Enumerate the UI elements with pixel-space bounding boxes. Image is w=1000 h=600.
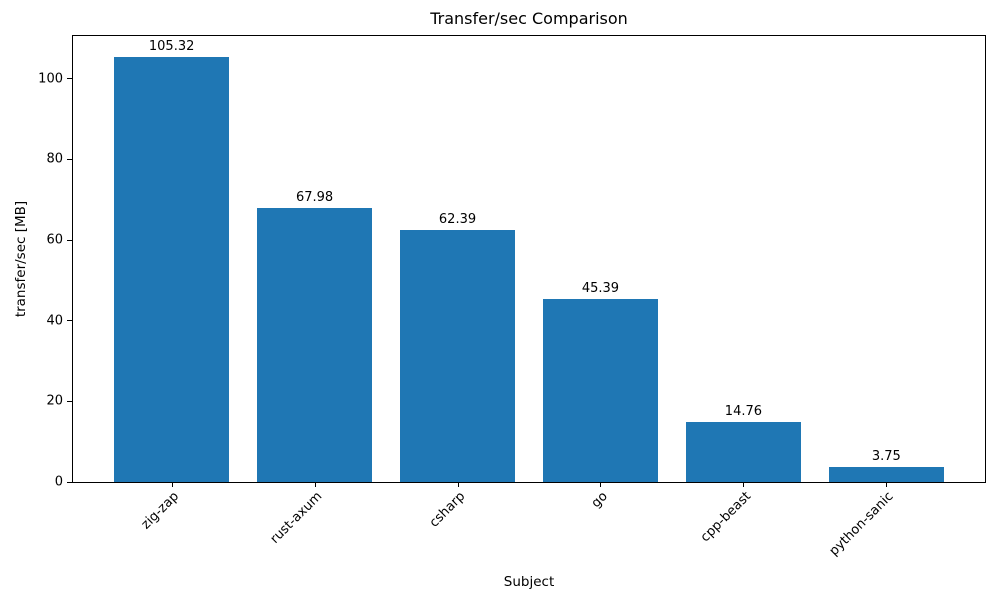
chart-title: Transfer/sec Comparison [430,9,628,28]
x-tick-mark [600,483,602,487]
bar [543,298,658,482]
y-tick-label: 0 [54,474,63,490]
x-tick-mark [743,483,745,487]
x-tick-mark [457,483,459,487]
bar [829,466,944,482]
y-tick-mark [67,400,72,402]
y-tick-label: 20 [46,393,63,409]
x-tick-label: rust-axum [267,489,326,547]
x-tick-mark [886,483,888,487]
x-tick-label: go [589,489,612,512]
y-tick-mark [67,239,72,241]
x-axis-label: Subject [503,574,555,590]
y-tick-mark [67,158,72,160]
y-tick-mark [67,78,72,80]
plot-area [72,35,986,483]
bar-value-label: 67.98 [295,189,334,205]
bar [257,207,372,482]
y-tick-mark [67,481,72,483]
bar [114,57,229,482]
x-tick-label: csharp [426,489,469,531]
bar [400,230,515,482]
bar-value-label: 14.76 [724,404,763,420]
bar [686,422,801,482]
y-tick-label: 60 [46,232,63,248]
bar-value-label: 45.39 [581,280,620,296]
x-tick-label: zig-zap [138,489,183,533]
x-tick-mark [314,483,316,487]
bar-value-label: 3.75 [871,448,901,464]
y-tick-label: 100 [38,71,63,87]
x-tick-mark [171,483,173,487]
x-tick-label: cpp-beast [697,489,755,546]
y-axis-label: transfer/sec [MB] [13,200,29,318]
bar-value-label: 105.32 [148,39,195,55]
bar-value-label: 62.39 [438,212,477,228]
y-tick-mark [67,320,72,322]
y-tick-label: 40 [46,313,63,329]
x-tick-label: python-sanic [827,489,897,559]
y-tick-label: 80 [46,151,63,167]
